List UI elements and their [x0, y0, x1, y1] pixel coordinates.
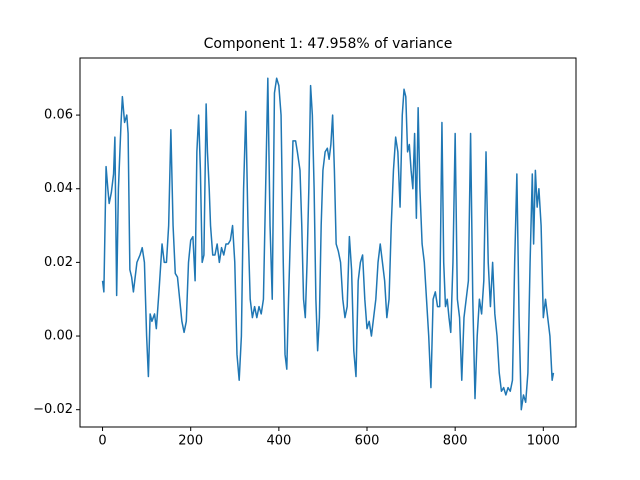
data-line [101, 77, 555, 411]
x-tick-label: 400 [266, 434, 291, 449]
x-tick-label: 1000 [527, 434, 560, 449]
chart-title: Component 1: 47.958% of variance [204, 36, 453, 52]
x-tick-label: 800 [443, 434, 468, 449]
x-tick-label: 200 [178, 434, 203, 449]
x-tick-label: 0 [98, 434, 106, 449]
y-tick-label: 0.06 [44, 108, 73, 123]
y-tick-label: −0.02 [33, 402, 73, 417]
y-tick-label: 0.04 [44, 181, 73, 196]
y-tick-label: 0.02 [44, 255, 73, 270]
plot-frame [79, 57, 577, 428]
x-tick-label: 600 [355, 434, 380, 449]
y-tick-label: 0.00 [44, 329, 73, 344]
